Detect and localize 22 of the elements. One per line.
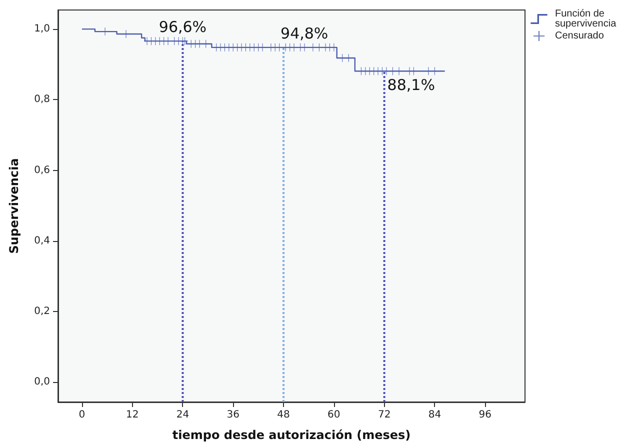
annotation: 94,8%	[280, 24, 328, 42]
annotation: 96,6%	[158, 18, 207, 36]
x-tick-label: 72	[378, 410, 391, 420]
annotation: 88,1%	[387, 76, 435, 94]
y-tick-label: 0,2	[34, 306, 50, 318]
legend-label: Censurado	[555, 30, 604, 42]
y-axis-title: Supervivencia	[7, 158, 21, 254]
x-tick-label: 12	[126, 410, 139, 420]
y-tick-label: 0,0	[34, 376, 50, 388]
y-tick-label: 0,6	[34, 164, 50, 176]
y-tick-label: 0,8	[34, 94, 50, 106]
x-tick-label: 60	[328, 410, 340, 420]
x-tick-label: 48	[277, 410, 290, 420]
x-tick-label: 84	[428, 410, 442, 420]
x-axis-title: tiempo desde autorización (meses)	[172, 428, 411, 442]
legend-label: Función de supervivencia	[555, 8, 617, 30]
x-tick-label: 24	[176, 410, 190, 420]
x-tick-label: 96	[478, 410, 492, 420]
x-tick-label: 36	[226, 410, 240, 420]
y-tick-label: 0,4	[34, 235, 50, 246]
y-tick-label: 1,0	[34, 24, 50, 35]
x-tick-label: 0	[78, 410, 86, 420]
